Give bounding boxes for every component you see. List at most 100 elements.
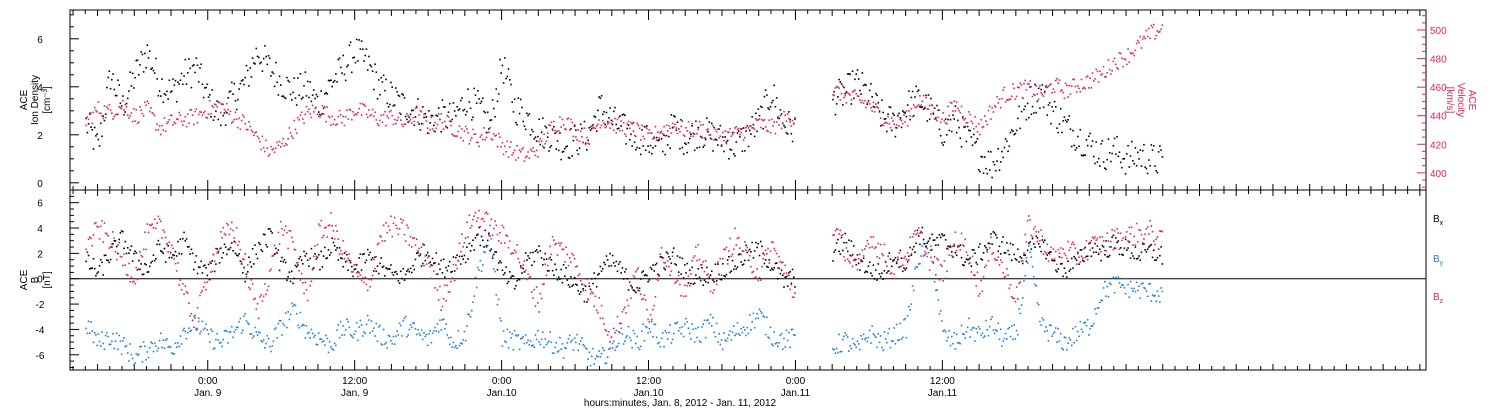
velocity-point (752, 127, 755, 129)
by-point (783, 337, 785, 340)
bz-point (899, 265, 902, 268)
ion-density-point (448, 102, 451, 105)
velocity-point (141, 112, 144, 115)
bx-point (437, 263, 440, 265)
velocity-point (982, 125, 985, 128)
ion-density-point (424, 112, 427, 115)
bz-point (661, 257, 664, 260)
bz-point (337, 238, 340, 240)
ion-density-point (313, 89, 315, 91)
velocity-point (140, 109, 143, 112)
by-point (106, 331, 108, 334)
by-point (780, 332, 783, 335)
bz-point (1155, 238, 1158, 241)
velocity-point (755, 118, 757, 120)
bz-point (484, 212, 487, 215)
by-point (130, 353, 133, 356)
ion-density-point (649, 144, 652, 147)
ion-density-point (669, 147, 671, 150)
by-point (756, 312, 758, 315)
velocity-point (556, 130, 559, 133)
by-point (499, 317, 501, 320)
bx-point (436, 273, 439, 275)
velocity-point (587, 142, 589, 145)
bx-point (702, 284, 704, 287)
bz-point (968, 262, 970, 265)
bz-point (1001, 261, 1003, 264)
velocity-point (1115, 63, 1117, 66)
bx-point (382, 265, 385, 268)
x-tick-time-label: 12:00 (930, 376, 955, 387)
bz-point (575, 266, 577, 268)
bx-point (928, 237, 931, 240)
bx-point (1028, 242, 1030, 245)
x-tick-date-label: Jan.10 (487, 388, 517, 399)
velocity-point (291, 135, 293, 137)
by-point (839, 351, 842, 353)
velocity-point (1078, 87, 1080, 90)
velocity-point (712, 124, 714, 127)
velocity-point (528, 157, 531, 159)
bx-point (851, 253, 854, 256)
bx-point (317, 254, 320, 256)
bz-point (99, 225, 102, 228)
ion-density-point (948, 129, 951, 132)
ion-density-point (540, 131, 543, 134)
velocity-point (322, 113, 325, 116)
ion-density-point (146, 44, 149, 46)
ion-density-point (860, 93, 862, 95)
bz-point (271, 255, 274, 257)
ion-density-point (388, 103, 391, 106)
velocity-point (1080, 78, 1083, 81)
velocity-point (1129, 52, 1132, 54)
bz-point (161, 237, 163, 239)
ion-density-point (175, 100, 178, 103)
by-point (183, 327, 185, 330)
bx-point (419, 253, 422, 255)
ion-density-point (408, 116, 411, 119)
velocity-point (433, 130, 435, 132)
top-left-ytick-label: 4 (37, 83, 43, 94)
ion-density-point (751, 115, 753, 118)
bz-point (948, 254, 951, 257)
bx-point (1160, 246, 1162, 248)
ion-density-point (633, 141, 636, 143)
bx-point (1020, 257, 1023, 259)
ion-density-point (838, 78, 840, 81)
ion-density-point (690, 133, 692, 135)
bx-point (243, 266, 245, 269)
velocity-point (111, 112, 113, 115)
bx-point (1126, 249, 1128, 251)
ion-density-point (646, 125, 648, 127)
bz-point (856, 268, 859, 271)
bz-point (937, 259, 940, 261)
bx-point (852, 245, 855, 247)
by-point (850, 347, 853, 350)
bx-point (380, 257, 382, 259)
bx-point (239, 260, 242, 262)
ion-density-point (336, 81, 338, 83)
bz-point (855, 258, 858, 261)
bx-point (473, 249, 476, 251)
ion-density-point (86, 131, 89, 134)
ion-density-point (374, 63, 376, 66)
by-point (368, 319, 370, 321)
velocity-point (379, 119, 381, 122)
ion-density-point (373, 88, 375, 91)
ion-density-point (908, 90, 910, 92)
by-point (631, 346, 633, 349)
bx-point (1056, 270, 1058, 273)
bz-point (977, 295, 980, 297)
ion-density-point (1028, 116, 1030, 119)
bz-point (698, 258, 701, 261)
bx-point (324, 246, 326, 249)
bz-point (155, 227, 157, 230)
by-point (1041, 317, 1044, 320)
bz-point (418, 247, 420, 250)
bz-point (852, 259, 855, 262)
bx-point (1021, 262, 1024, 265)
ion-density-point (1007, 150, 1009, 153)
ion-density-point (758, 114, 761, 117)
bz-point (1128, 226, 1131, 229)
ion-density-point (98, 145, 101, 147)
